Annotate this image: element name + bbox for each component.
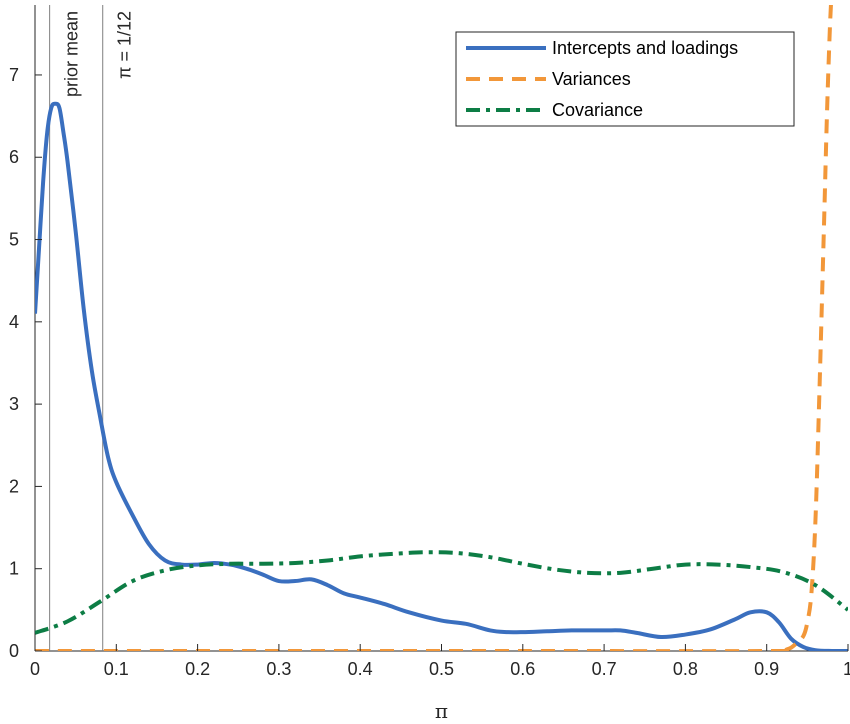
ticks: 0 0.1 0.2 0.3 0.4 0.5 0.6 0.7 0.8 0.9 1 0 1 2 3 4 5 6 7 π bbox=[9, 65, 850, 723]
x-axis-label: π bbox=[435, 699, 448, 723]
y-tick-label: 0 bbox=[9, 641, 19, 661]
x-tick-label: 0.7 bbox=[592, 659, 617, 679]
legend-label: Covariance bbox=[552, 100, 643, 120]
legend: Intercepts and loadings Variances Covarian… bbox=[455, 31, 795, 127]
x-tick-label: 0.2 bbox=[185, 659, 210, 679]
x-tick-label: 1 bbox=[843, 659, 850, 679]
x-tick-label: 0 bbox=[30, 659, 40, 679]
x-tick-label: 0.6 bbox=[510, 659, 535, 679]
y-tick-label: 4 bbox=[9, 312, 19, 332]
y-tick-label: 7 bbox=[9, 65, 19, 85]
x-tick-label: 0.9 bbox=[754, 659, 779, 679]
series-line-3 bbox=[35, 550, 848, 635]
x-tick-label: 0.8 bbox=[673, 659, 698, 679]
y-tick-label: 3 bbox=[9, 394, 19, 414]
vertical-lines: prior mean π = 1/12 bbox=[49, 5, 135, 651]
y-tick-label: 1 bbox=[9, 559, 19, 579]
x-tick-label: 0.3 bbox=[266, 659, 291, 679]
y-tick-label: 2 bbox=[9, 476, 19, 496]
legend-label: Intercepts and loadings bbox=[552, 38, 738, 58]
vertical-line-label: π = 1/12 bbox=[115, 11, 135, 79]
x-tick-label: 0.1 bbox=[104, 659, 129, 679]
series-line-1 bbox=[35, 101, 848, 651]
x-tick-label: 0.5 bbox=[429, 659, 454, 679]
series-layer bbox=[35, 5, 848, 651]
series-line-2 bbox=[35, 5, 833, 651]
y-tick-label: 6 bbox=[9, 147, 19, 167]
x-tick-label: 0.4 bbox=[348, 659, 373, 679]
vertical-line-label: prior mean bbox=[62, 11, 82, 97]
y-tick-label: 5 bbox=[9, 230, 19, 250]
legend-label: Variances bbox=[552, 69, 631, 89]
